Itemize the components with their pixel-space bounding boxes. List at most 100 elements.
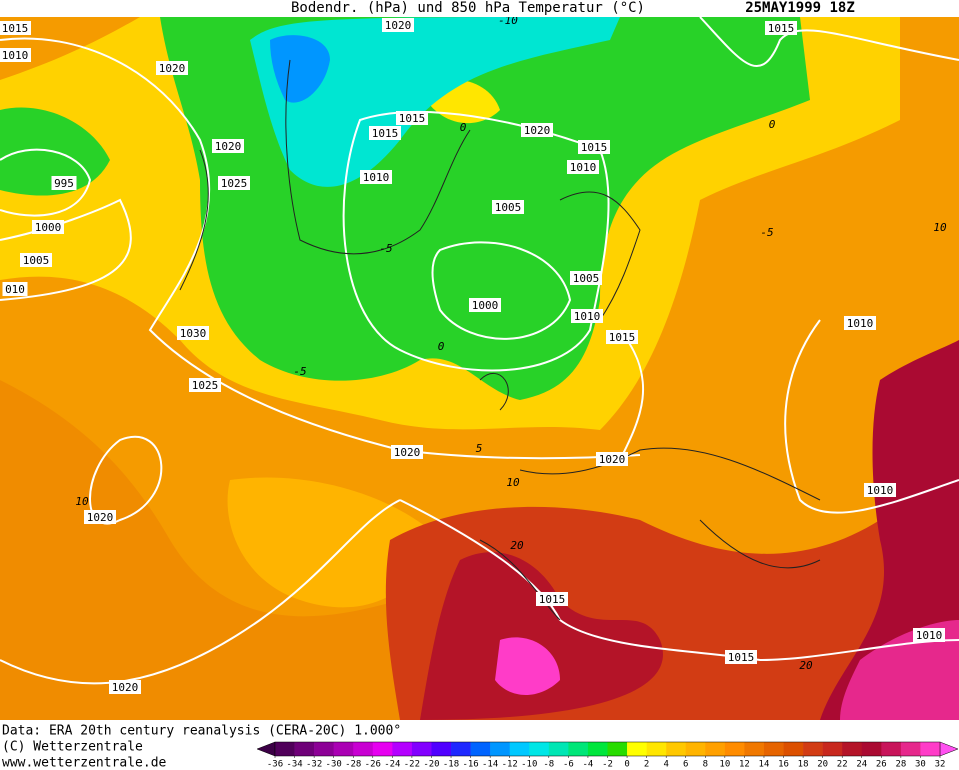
isobar-label-box <box>570 271 602 285</box>
colorbar-tick-label: -20 <box>423 760 439 770</box>
colorbar-tick-label: 28 <box>895 760 906 770</box>
isobar-label: 1020 <box>87 511 114 524</box>
colorbar-tick-label: -32 <box>306 760 322 770</box>
colorbar-bin <box>763 742 784 756</box>
colorbar-tick-label: 2 <box>644 760 649 770</box>
colorbar-bin <box>842 742 863 756</box>
isobar-label: 1025 <box>192 379 219 392</box>
coastlines <box>179 59 821 621</box>
isobar-label: 1020 <box>112 681 139 694</box>
isobar-label-box <box>567 160 599 174</box>
colorbar-bin <box>705 742 726 756</box>
isobar-label: 1015 <box>399 112 426 125</box>
isobar-label: 1015 <box>609 331 636 344</box>
isobar <box>0 499 401 685</box>
temperature-field <box>495 637 560 695</box>
temperature-field <box>840 620 959 720</box>
isobar-label-box <box>396 111 428 125</box>
temperature-label: 20 <box>510 539 524 552</box>
colorbar-bin <box>803 742 823 756</box>
colorbar-tick-label: -2 <box>602 760 613 770</box>
isobar-label-box <box>765 21 797 35</box>
isobar-label-box <box>844 316 876 330</box>
isobar-label: 1015 <box>539 593 566 606</box>
temperature-label: -5 <box>760 226 773 239</box>
isobar-label: 1000 <box>472 299 499 312</box>
isobar-label-box <box>212 139 244 153</box>
colorbar-tick-label: -16 <box>462 760 478 770</box>
isobar-label-box <box>51 176 77 190</box>
isobar-label-box <box>536 592 568 606</box>
isobar-label: 1010 <box>847 317 874 330</box>
temperature-field <box>820 340 959 720</box>
title-bar <box>0 0 959 17</box>
colorbar-bin <box>607 742 628 756</box>
temperature-field <box>250 17 620 187</box>
temperature-field <box>420 552 663 720</box>
isobar-label: 1020 <box>599 453 626 466</box>
colorbar-bin <box>509 742 530 756</box>
colorbar-bin <box>881 742 902 756</box>
colorbar-tick-label: -26 <box>365 760 381 770</box>
colorbar-bin <box>900 742 921 756</box>
isobar-label: 1010 <box>867 484 894 497</box>
temperature-label: 0 <box>769 118 776 131</box>
colorbar-bin <box>470 742 491 756</box>
isobar-label: 995 <box>54 177 74 190</box>
colorbar-tick-label: 12 <box>739 760 750 770</box>
isobar-label-box <box>391 445 423 459</box>
isobar-label-box <box>20 253 52 267</box>
colorbar-bin <box>861 742 882 756</box>
colorbar-bin <box>548 742 569 756</box>
colorbar-bin <box>333 742 354 756</box>
colorbar-bin <box>920 742 941 756</box>
isobar <box>784 319 959 514</box>
colorbar-bin <box>294 742 315 756</box>
colorbar-tick-label: -4 <box>583 760 594 770</box>
isobar <box>619 329 644 461</box>
isobar-label: 1000 <box>35 221 62 234</box>
isobar-label-box <box>521 123 553 137</box>
temperature-label: 0 <box>460 121 467 134</box>
colorbar-bin <box>353 742 374 756</box>
colorbar-bin <box>724 742 745 756</box>
temperature-field <box>270 35 330 103</box>
isobar-label: 1010 <box>574 310 601 323</box>
temperature-label: -10 <box>498 14 518 27</box>
isobar-label-box <box>0 21 31 35</box>
isobar-label: 1015 <box>2 22 29 35</box>
isobar-label: 1010 <box>916 629 943 642</box>
temperature-label: 0 <box>438 340 445 353</box>
isobar-label: 1020 <box>215 140 242 153</box>
temperature-label: 20 <box>799 659 813 672</box>
temperature-label: 10 <box>933 221 947 234</box>
colorbar-bin <box>275 742 295 756</box>
isobar-label-box <box>156 61 188 75</box>
colorbar-tick-label: -12 <box>502 760 518 770</box>
colorbar-bin <box>314 742 334 756</box>
colorbar-tick-label: -8 <box>543 760 554 770</box>
isobar-label-box <box>571 309 603 323</box>
colorbar-tick-label: -28 <box>345 760 361 770</box>
colorbar-tick-label: -36 <box>267 760 283 770</box>
colorbar-tick-label: -10 <box>521 760 537 770</box>
colorbar-tick-label: 14 <box>759 760 770 770</box>
temperature-label: 10 <box>506 476 520 489</box>
map-date: 25MAY1999 18Z <box>745 0 855 16</box>
temperature-field <box>227 477 430 608</box>
colorbar-tick-label: 26 <box>876 760 887 770</box>
isobar-label-box <box>913 628 945 642</box>
isobar-label-box <box>84 510 116 524</box>
isobar-label-box <box>2 282 28 296</box>
isobar-label: 1020 <box>394 446 421 459</box>
isobar-label-box <box>189 378 221 392</box>
colorbar-bin <box>646 742 667 756</box>
isobar <box>431 241 572 340</box>
colorbar-bin <box>587 742 608 756</box>
colorbar-bin <box>451 742 471 756</box>
colorbar-bin <box>568 742 589 756</box>
isobar-label: 1010 <box>570 161 597 174</box>
isobar-label: 1020 <box>524 124 551 137</box>
